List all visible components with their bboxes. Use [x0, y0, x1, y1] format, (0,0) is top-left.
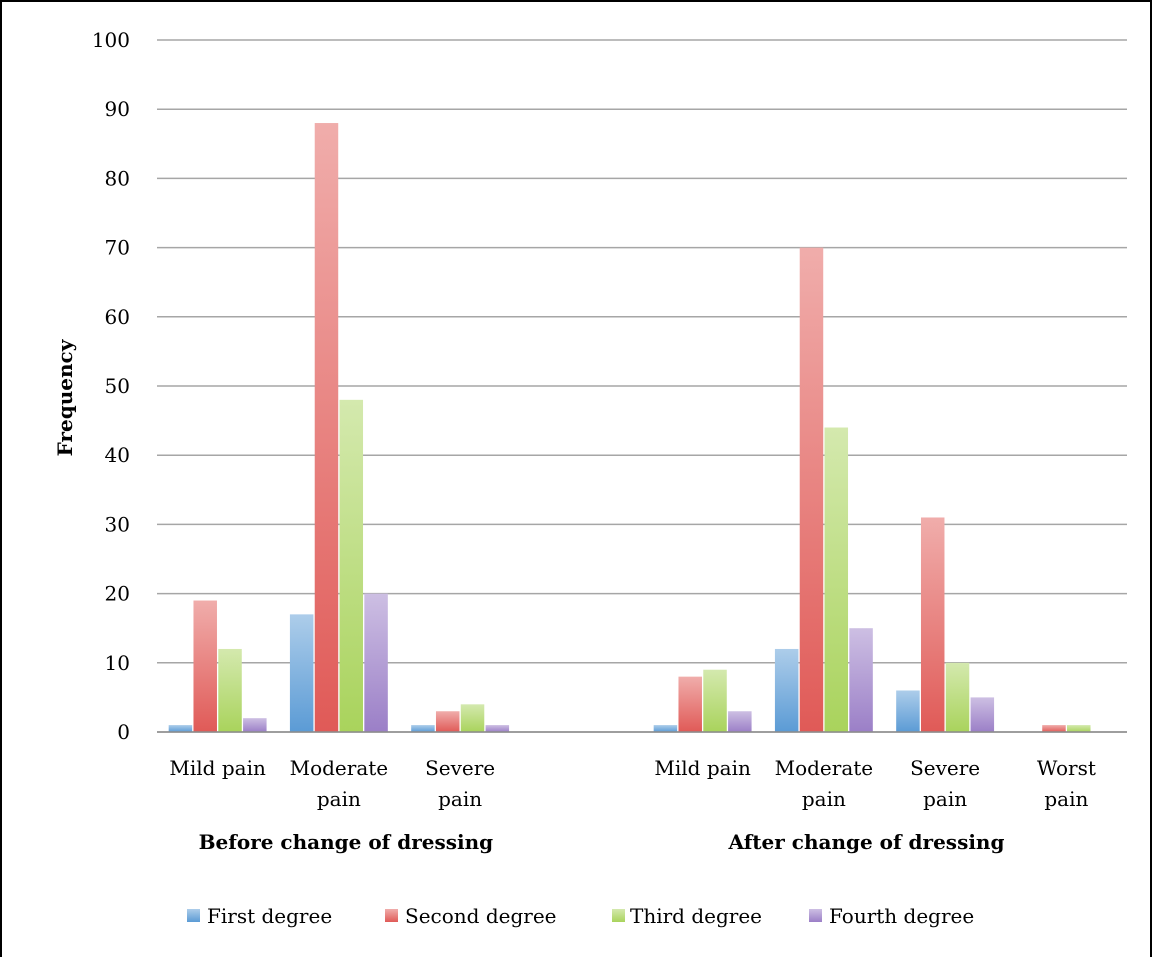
bar-g1-c2-s3 — [970, 697, 995, 732]
category-label-g1-c2-l1: pain — [923, 787, 967, 811]
bar-g1-c0-s1 — [678, 676, 702, 732]
category-label-g0-c1-l0: Moderate — [290, 756, 389, 780]
bar-g0-c0-s1 — [193, 600, 217, 732]
bar-g0-c1-s2 — [339, 399, 364, 732]
bar-g0-c1-s1 — [314, 123, 339, 733]
group-label-1: After change of dressing — [728, 830, 1005, 854]
y-tick-label-100: 100 — [92, 28, 130, 52]
bar-g0-c0-s3 — [243, 718, 267, 732]
bar-g1-c0-s2 — [703, 669, 727, 732]
bar-g1-c1-s1 — [799, 247, 824, 732]
y-tick-label-20: 20 — [105, 582, 130, 606]
category-label-g1-c2-l0: Severe — [910, 756, 980, 780]
bar-g1-c3-s1 — [1042, 725, 1066, 732]
y-tick-label-30: 30 — [105, 512, 130, 536]
legend-swatch-3 — [809, 909, 822, 922]
bar-g1-c1-s3 — [849, 628, 873, 732]
bar-g0-c0-s0 — [168, 725, 193, 732]
legend-label-0: First degree — [207, 904, 332, 928]
bar-g0-c1-s3 — [364, 593, 388, 732]
y-tick-label-70: 70 — [105, 236, 130, 260]
bar-g1-c2-s2 — [945, 662, 970, 732]
category-label-g1-c0-l0: Mild pain — [654, 756, 751, 780]
category-label-g1-c1-l1: pain — [802, 787, 846, 811]
legend-swatch-1 — [385, 909, 398, 922]
legend-label-3: Fourth degree — [829, 904, 974, 928]
bar-g0-c2-s2 — [460, 704, 485, 732]
axes: 0 10 20 30 40 50 60 70 80 90 100 Mild pain Moderate p… — [92, 28, 1127, 854]
legend-swatch-2 — [612, 909, 625, 922]
bar-g1-c3-s2 — [1067, 725, 1091, 732]
bar-g0-c2-s1 — [435, 711, 460, 732]
group-label-0: Before change of dressing — [199, 830, 493, 854]
bar-g1-c0-s3 — [728, 711, 752, 732]
bar-g0-c1-s0 — [289, 614, 314, 732]
category-label-g1-c1-l0: Moderate — [775, 756, 874, 780]
category-label-g0-c2-l0: Severe — [425, 756, 495, 780]
bars — [168, 123, 1091, 733]
y-axis-title: Frequency — [53, 338, 77, 456]
y-tick-label-40: 40 — [105, 443, 130, 467]
legend-label-2: Third degree — [630, 904, 762, 928]
y-tick-label-50: 50 — [105, 374, 130, 398]
bar-g1-c1-s2 — [824, 427, 849, 732]
bar-g1-c2-s1 — [920, 517, 945, 732]
legend-swatch-0 — [187, 909, 200, 922]
category-label-g0-c2-l1: pain — [438, 787, 482, 811]
bar-g0-c0-s2 — [218, 648, 242, 732]
y-tick-label-0: 0 — [117, 720, 130, 744]
y-tick-label-10: 10 — [105, 651, 130, 675]
y-tick-label-80: 80 — [105, 166, 130, 190]
bar-g0-c2-s3 — [485, 725, 510, 732]
category-label-g1-c3-l0: Worst — [1037, 756, 1096, 780]
y-tick-label-60: 60 — [105, 305, 130, 329]
category-label-g1-c3-l1: pain — [1044, 787, 1088, 811]
bar-g0-c2-s0 — [411, 725, 435, 732]
category-label-g0-c0-l0: Mild pain — [169, 756, 266, 780]
legend: First degree Second degree Third degree Fou… — [187, 904, 974, 928]
bar-g1-c2-s0 — [896, 690, 920, 732]
bar-g1-c1-s0 — [774, 648, 799, 732]
category-label-g0-c1-l1: pain — [317, 787, 361, 811]
bar-g1-c0-s0 — [653, 725, 678, 732]
y-tick-label-90: 90 — [105, 97, 130, 121]
legend-label-1: Second degree — [405, 904, 557, 928]
